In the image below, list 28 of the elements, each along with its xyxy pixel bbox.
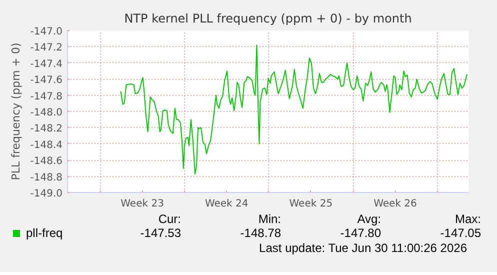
text: Max: <box>454 212 482 226</box>
text: -147.53 <box>139 226 182 240</box>
y-tick-label: -148.2 <box>30 124 63 135</box>
y-tick-label: -147.0 <box>30 26 63 38</box>
y-tick-label: -147.4 <box>30 58 63 70</box>
text: -148.78 <box>239 226 282 240</box>
y-tick-label: -147.8 <box>30 91 63 102</box>
text: Last update: Tue Jun 30 11:00:26 2026 <box>258 240 468 257</box>
legend-label: pll-freq <box>25 226 64 240</box>
x-tick-label: Week 23 <box>120 198 164 210</box>
y-tick-label: -148.0 <box>30 108 63 118</box>
text: -147.05 <box>439 226 482 240</box>
line-series <box>120 44 468 174</box>
y-tick-label: -148.8 <box>30 172 63 184</box>
y-axis-title: PLL frequency (ppm + 0) <box>9 42 22 180</box>
text: -147.80 <box>339 226 382 240</box>
chart-title: NTP kernel PLL frequency (ppm + 0) - by month <box>124 12 412 26</box>
x-tick-label: Week 25 <box>289 198 333 210</box>
y-tick-label: -147.6 <box>30 75 63 86</box>
y-tick-label: -148.6 <box>30 156 63 168</box>
x-tick-label: Week 26 <box>374 198 417 210</box>
y-tick-label: -148.4 <box>30 140 63 151</box>
y-tick-label: -147.2 <box>30 42 63 54</box>
x-tick-label: Week 24 <box>204 198 248 210</box>
text: Min: <box>257 212 282 226</box>
text: Avg: <box>356 212 382 226</box>
text: Cur: <box>157 212 182 226</box>
y-tick-label: -149.0 <box>30 188 63 200</box>
